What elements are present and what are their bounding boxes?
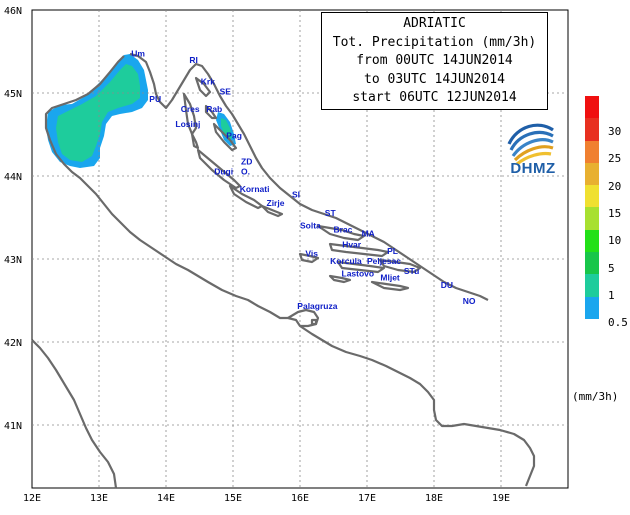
logo-text: DHMZ [510, 160, 556, 177]
place-label: SE [220, 87, 232, 97]
lat-label: 45N [4, 89, 22, 100]
scale-swatch [585, 229, 599, 253]
island-kornati [228, 184, 264, 210]
place-label: Zirje [267, 198, 285, 208]
place-label: O. [241, 166, 250, 176]
place-label: Kornati [240, 184, 270, 194]
place-label: Pag [226, 131, 242, 141]
coastlines [31, 52, 536, 489]
place-label: Dugi [214, 166, 233, 176]
place-label: RI [189, 55, 198, 65]
island-cres [182, 92, 198, 136]
lon-label: 15E [224, 493, 242, 504]
scale-label: 0.5 [608, 316, 628, 330]
island-rab [204, 104, 218, 120]
place-label: PL [387, 246, 398, 256]
lon-label: 18E [425, 493, 443, 504]
lat-label: 46N [4, 6, 22, 17]
island-lastovo [328, 274, 352, 284]
place-label: Hvar [342, 239, 362, 249]
precip-areas [46, 54, 236, 168]
place-label: NO [463, 296, 476, 306]
lat-label: 44N [4, 172, 22, 183]
place-label: Um [131, 49, 145, 59]
title-line-variable: Tot. Precipitation (mm/3h) [332, 34, 537, 50]
island-peljesac [378, 258, 422, 274]
scale-swatch [585, 207, 599, 230]
place-label: ST [325, 208, 337, 218]
precip-area-1mm [56, 64, 140, 162]
scale-swatch [585, 162, 599, 186]
island-mljet [370, 280, 410, 292]
lon-label: 13E [90, 493, 108, 504]
place-label: Lastovo [342, 268, 375, 278]
lon-label: 14E [157, 493, 175, 504]
title-line-from: from 00UTC 14JUN2014 [356, 53, 513, 68]
scale-swatch [585, 140, 599, 163]
place-label: ZD [241, 156, 252, 166]
place-label: DU [441, 280, 453, 290]
island-korcula [336, 260, 386, 274]
place-label: STu [404, 266, 419, 276]
place-label: Korcula [330, 256, 362, 266]
scale-label: 1 [608, 288, 615, 302]
place-label: Krk [201, 77, 215, 87]
place-label: Rab [206, 104, 222, 114]
island-palagruza [310, 318, 318, 326]
island-losinj [190, 132, 200, 150]
italy-south-coast [31, 339, 118, 489]
scale-label: 20 [608, 179, 622, 193]
place-label: Losinj [175, 119, 200, 129]
place-label: Brac [334, 224, 353, 234]
lat-label: 41N [4, 421, 22, 432]
lat-label: 43N [4, 255, 22, 266]
place-label: PU [149, 94, 161, 104]
island-vis [298, 252, 320, 264]
italy-coast [44, 55, 536, 487]
scale-swatch [585, 96, 599, 119]
island-hvar [328, 242, 390, 258]
scale-label: 10 [608, 234, 622, 248]
place-label: MA [362, 229, 375, 239]
lat-label: 42N [4, 338, 22, 349]
lon-label: 19E [492, 493, 510, 504]
place-label: Vis [305, 249, 318, 259]
gargano [287, 308, 320, 328]
title-line-region: ADRIATIC [403, 16, 466, 31]
precip-area-pag-1mm [221, 118, 232, 140]
lon-label: 12E [23, 493, 41, 504]
island-dugi [196, 148, 242, 190]
place-label: Palagruza [297, 301, 337, 311]
scale-swatch [585, 118, 599, 141]
lon-label: 17E [358, 493, 376, 504]
axis-labels: 12E 13E 14E 15E 16E 17E 18E 19E 46N 45N … [4, 6, 510, 504]
scale-label: 25 [608, 152, 622, 166]
island-pag [212, 122, 238, 152]
scale-label: 15 [608, 206, 622, 220]
units-label: (mm/3h) [572, 390, 619, 403]
scale-swatch [585, 252, 599, 275]
scale-swatch [585, 185, 599, 208]
scale-swatch [585, 296, 599, 319]
dhmz-logo-icon [507, 123, 554, 166]
place-label: Cres [181, 104, 200, 114]
map-title-box: ADRIATIC Tot. Precipitation (mm/3h) from… [321, 12, 548, 110]
scale-label: 30 [608, 125, 622, 138]
scale-swatch [585, 274, 599, 297]
scale-label: 5 [608, 261, 615, 275]
place-label: Mljet [380, 273, 400, 283]
place-labels: Um RI Krk SE PU Cres Rab Losinj Pag ZD Dugi O. Korna… [131, 49, 476, 311]
title-line-start: start 06UTC 12JUN2014 [352, 90, 517, 105]
island-solta-brac [316, 224, 366, 242]
croatia-coast [129, 52, 489, 301]
island-zirje [260, 204, 284, 218]
title-line-to: to 03UTC 14JUN2014 [364, 71, 505, 87]
precip-color-scale [585, 96, 599, 319]
place-label: SI [292, 190, 300, 200]
place-label: Solta [300, 220, 321, 230]
lon-label: 16E [291, 493, 309, 504]
island-krk [194, 76, 212, 98]
place-label: Peljesac [367, 256, 401, 266]
